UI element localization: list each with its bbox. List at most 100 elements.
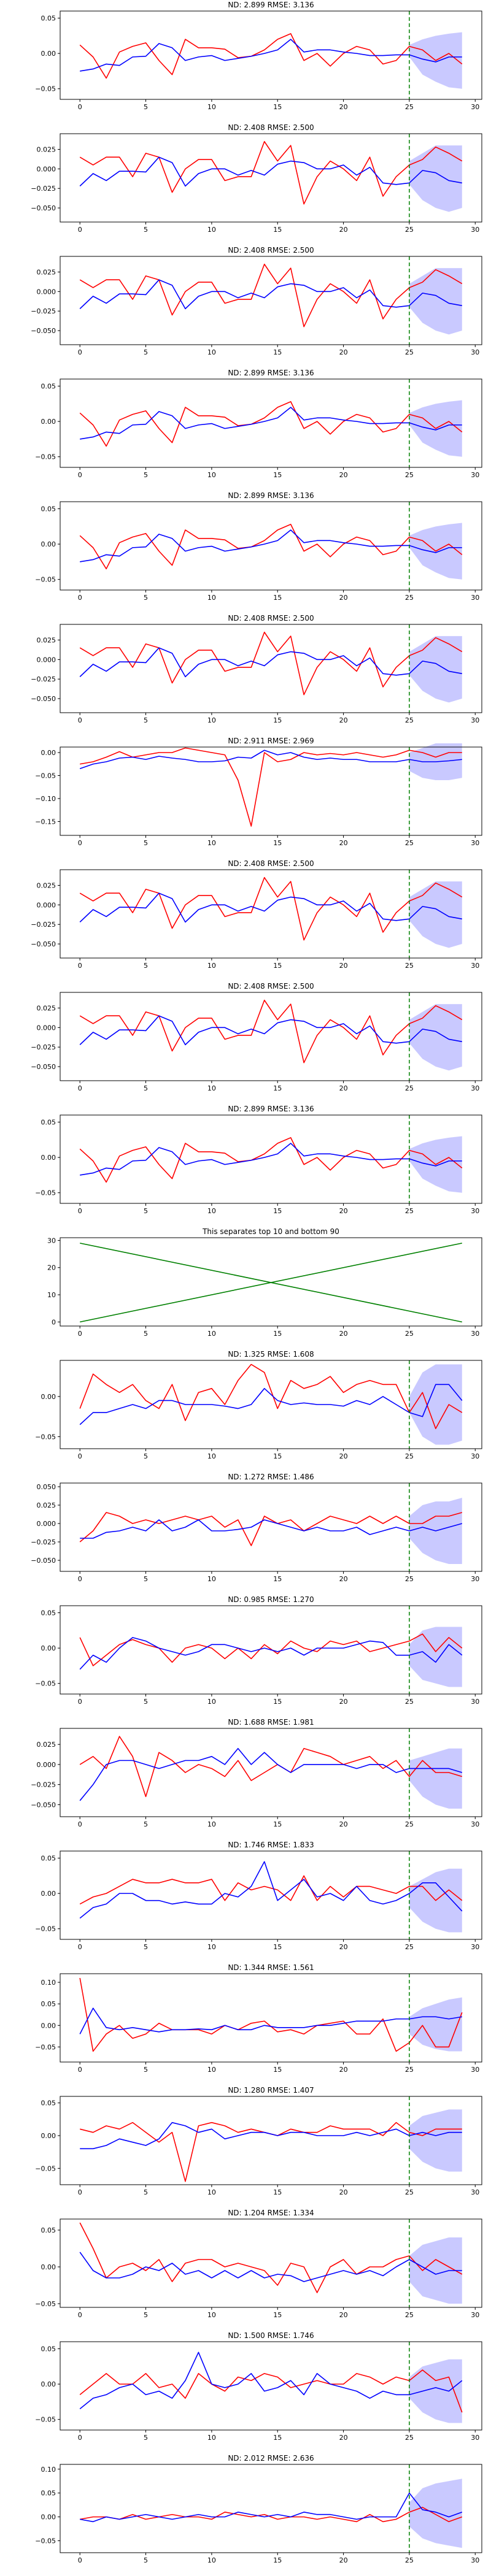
y-tick-label: −0.050 — [31, 1557, 56, 1565]
chart-title: ND: 1.344 RMSE: 1.561 — [228, 1963, 314, 1972]
forecast-line — [80, 1519, 463, 1539]
x-tick-label: 15 — [273, 2434, 282, 2442]
y-tick-label: 0.10 — [41, 1979, 56, 1987]
y-tick-label: −0.05 — [35, 576, 56, 584]
forecast-line — [79, 892, 462, 923]
y-tick-label: 0.00 — [41, 540, 56, 548]
x-tick-label: 0 — [78, 348, 82, 356]
x-tick-label: 15 — [273, 1943, 282, 1951]
x-tick-label: 15 — [273, 1452, 282, 1460]
chart-title: ND: 1.204 RMSE: 1.334 — [228, 2209, 314, 2217]
y-tick-label: −0.05 — [35, 1925, 56, 1933]
y-tick-label: −0.10 — [35, 795, 56, 803]
x-tick-label: 20 — [339, 2556, 348, 2564]
x-tick-label: 20 — [339, 594, 348, 602]
x-tick-label: 30 — [471, 962, 479, 970]
y-tick-label: −0.05 — [35, 1433, 56, 1441]
chart-panel: ND: 1.325 RMSE: 1.608 0 5 10 15 20 25 30 −0.05 0.… — [0, 1349, 491, 1472]
chart-svg: ND: 1.272 RMSE: 1.486 0 5 10 15 20 25 30 −0.050 −… — [31, 1473, 482, 1583]
y-tick-label: −0.05 — [35, 85, 56, 93]
x-tick-label: 10 — [207, 1820, 216, 1828]
x-tick-label: 5 — [144, 1084, 148, 1092]
forecast-line — [80, 2122, 462, 2150]
x-tick-label: 30 — [471, 2434, 479, 2442]
x-tick-label: 20 — [339, 2188, 348, 2196]
x-tick-label: 10 — [207, 839, 216, 847]
y-tick-label: −0.025 — [31, 675, 56, 683]
chart-svg: ND: 2.408 RMSE: 2.500 0 5 10 15 20 25 30 −0.050 −… — [31, 859, 482, 970]
chart-svg: ND: 0.985 RMSE: 1.270 0 5 10 15 20 25 30 −0.05 0.… — [35, 1595, 482, 1706]
x-tick-label: 20 — [339, 2066, 348, 2074]
x-tick-label: 0 — [78, 594, 82, 602]
y-tick-label: 0.000 — [37, 901, 56, 909]
x-tick-label: 5 — [144, 2188, 148, 2196]
y-tick-label: 0.000 — [37, 1761, 56, 1769]
y-tick-label: 0.00 — [41, 1154, 56, 1162]
chart-svg: ND: 2.408 RMSE: 2.500 0 5 10 15 20 25 30 −0.050 −… — [31, 123, 482, 234]
y-tick-label: 0.00 — [41, 2132, 56, 2140]
axes-frame — [60, 624, 482, 713]
x-tick-label: 0 — [78, 1207, 82, 1215]
x-tick-label: 5 — [144, 594, 148, 602]
y-tick-label: 0.025 — [37, 1741, 56, 1749]
chart-svg: ND: 1.204 RMSE: 1.334 0 5 10 15 20 25 30 −0.05 0.… — [35, 2209, 482, 2319]
x-tick-label: 0 — [78, 103, 82, 111]
x-tick-label: 30 — [471, 1084, 479, 1092]
chart-panel: ND: 2.012 RMSE: 2.636 0 5 10 15 20 25 30 −0.05 0.… — [0, 2453, 491, 2576]
x-tick-label: 25 — [405, 1575, 414, 1583]
x-tick-label: 5 — [144, 839, 148, 847]
x-tick-label: 20 — [339, 226, 348, 234]
axes-frame — [60, 1360, 482, 1449]
x-tick-label: 10 — [207, 1575, 216, 1583]
x-tick-label: 10 — [207, 103, 216, 111]
chart-panel: ND: 2.899 RMSE: 3.136 0 5 10 15 20 25 30 −0.05 0.… — [0, 368, 491, 491]
x-tick-label: 30 — [471, 348, 479, 356]
x-tick-label: 0 — [78, 2556, 82, 2564]
chart-title: ND: 2.899 RMSE: 3.136 — [228, 1105, 314, 1113]
forecast-line — [79, 1747, 463, 1801]
y-tick-label: 10 — [47, 1291, 56, 1299]
x-tick-label: 25 — [405, 2311, 414, 2319]
chart-svg: ND: 2.899 RMSE: 3.136 0 5 10 15 20 25 30 −0.05 0.… — [35, 1, 482, 111]
axes-frame — [60, 1850, 482, 1940]
x-tick-label: 20 — [339, 1452, 348, 1460]
x-tick-label: 25 — [405, 594, 414, 602]
x-tick-label: 25 — [405, 103, 414, 111]
x-tick-label: 5 — [144, 1452, 148, 1460]
chart-panel: ND: 1.344 RMSE: 1.561 0 5 10 15 20 25 30 −0.05 0.… — [0, 1963, 491, 2085]
actual-line — [79, 1512, 463, 1546]
chart-svg: ND: 2.899 RMSE: 3.136 0 5 10 15 20 25 30 −0.05 0.… — [35, 1105, 482, 1215]
x-tick-label: 25 — [405, 962, 414, 970]
x-tick-label: 10 — [207, 2556, 216, 2564]
actual-line — [79, 631, 463, 696]
x-tick-label: 0 — [78, 2434, 82, 2442]
y-tick-label: 0.00 — [41, 2022, 56, 2030]
x-tick-label: 5 — [144, 103, 148, 111]
x-tick-label: 5 — [144, 2311, 148, 2319]
chart-panel: ND: 2.408 RMSE: 2.500 0 5 10 15 20 25 30 −0.050 −… — [0, 613, 491, 736]
x-tick-label: 15 — [273, 1698, 282, 1706]
actual-line — [79, 999, 463, 1064]
forecast-line — [80, 407, 462, 440]
x-tick-label: 25 — [405, 2556, 414, 2564]
y-tick-label: 0.025 — [37, 145, 56, 153]
chart-svg: ND: 1.500 RMSE: 1.746 0 5 10 15 20 25 30 −0.05 0.… — [35, 2331, 482, 2442]
y-tick-label: 0.05 — [41, 2226, 56, 2234]
chart-panel: ND: 1.204 RMSE: 1.334 0 5 10 15 20 25 30 −0.05 0.… — [0, 2208, 491, 2331]
chart-svg: ND: 1.325 RMSE: 1.608 0 5 10 15 20 25 30 −0.05 0.… — [35, 1350, 482, 1460]
y-tick-label: −0.05 — [35, 1189, 56, 1197]
y-tick-label: −0.05 — [35, 1680, 56, 1688]
actual-line — [79, 1977, 463, 2052]
axes-frame — [60, 1605, 482, 1695]
x-tick-label: 10 — [207, 2311, 216, 2319]
x-tick-label: 30 — [471, 839, 479, 847]
y-tick-label: 0.05 — [41, 505, 56, 513]
y-tick-label: −0.050 — [31, 327, 56, 335]
chart-title: ND: 1.688 RMSE: 1.981 — [228, 1718, 314, 1727]
y-tick-label: 0.05 — [41, 2000, 56, 2008]
y-tick-label: −0.025 — [31, 1043, 56, 1051]
x-tick-label: 15 — [273, 348, 282, 356]
x-tick-label: 10 — [207, 962, 216, 970]
y-tick-label: −0.050 — [31, 1801, 56, 1809]
